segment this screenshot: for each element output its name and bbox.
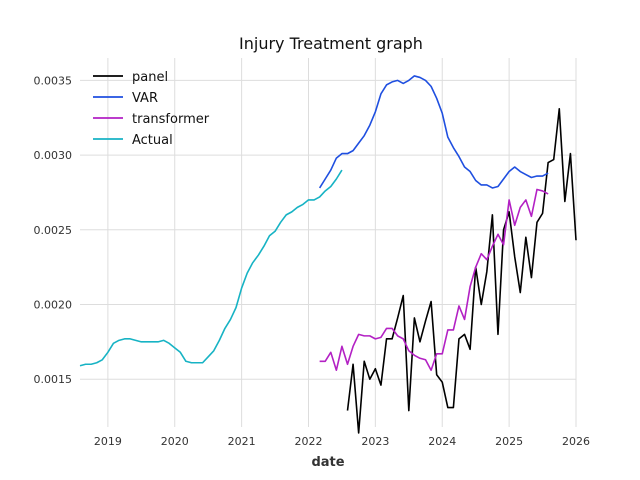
y-tick-label: 0.0020 [34, 298, 73, 311]
y-tick-label: 0.0030 [34, 149, 73, 162]
x-tick-label: 2025 [495, 435, 523, 448]
x-tick-label: 2020 [161, 435, 189, 448]
legend: panel VAR transformer Actual [93, 70, 210, 148]
x-axis-label: date [311, 455, 344, 470]
x-tick-label: 2023 [361, 435, 389, 448]
y-tick-label: 0.0015 [34, 373, 73, 386]
series-line-panel [346, 107, 577, 434]
legend-label: Actual [132, 133, 173, 148]
series-line-var [318, 75, 549, 189]
y-ticks: 0.0015 0.0020 0.0025 0.0030 0.0035 [34, 74, 73, 386]
legend-label: VAR [132, 91, 158, 106]
grid [80, 58, 577, 427]
x-tick-label: 2026 [562, 435, 590, 448]
legend-label: transformer [132, 112, 210, 127]
x-tick-label: 2019 [94, 435, 122, 448]
x-tick-label: 2022 [294, 435, 322, 448]
series-line-transformer [319, 188, 549, 372]
series-line-actual [79, 169, 343, 367]
legend-label: panel [132, 70, 168, 85]
x-ticks: 2019 2020 2021 2022 2023 2024 2025 2026 [94, 435, 590, 448]
y-tick-label: 0.0025 [34, 224, 73, 237]
y-tick-label: 0.0035 [34, 74, 73, 87]
x-tick-label: 2021 [228, 435, 256, 448]
series-layer [79, 75, 577, 434]
chart-title: Injury Treatment graph [239, 34, 423, 53]
x-tick-label: 2024 [428, 435, 456, 448]
